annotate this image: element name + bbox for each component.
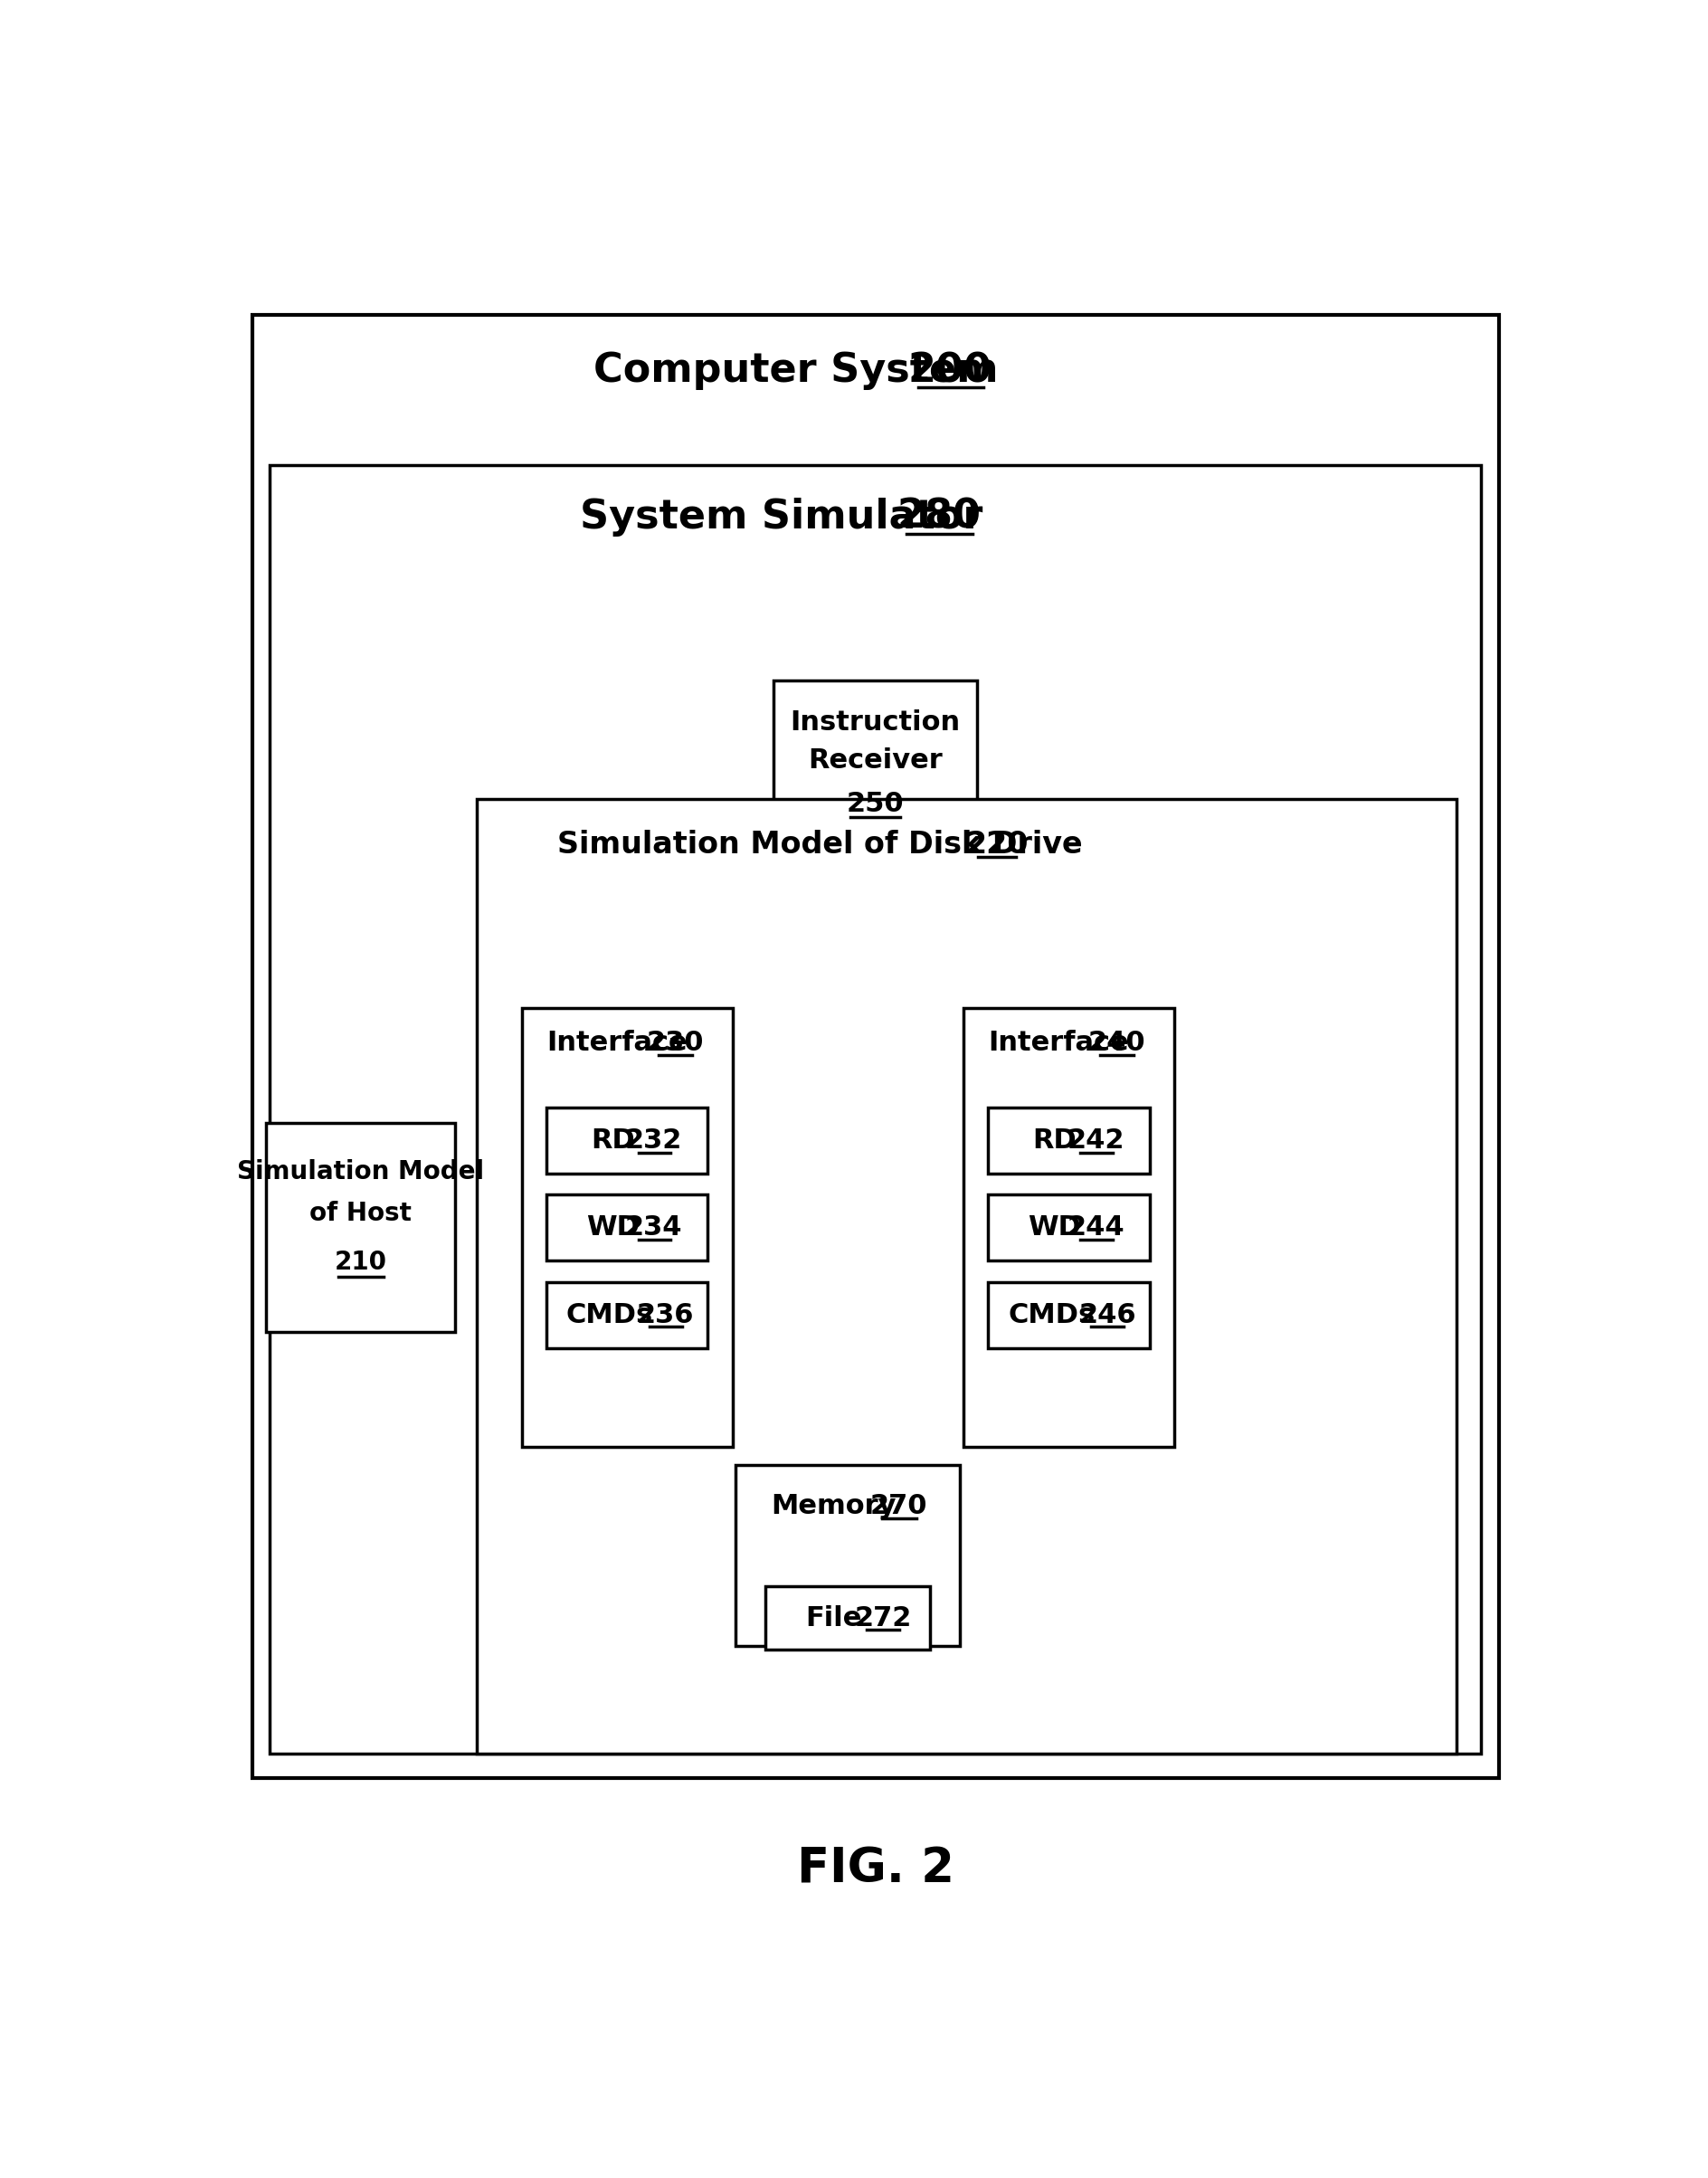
Text: Memory: Memory [772, 1494, 897, 1520]
Bar [736, 1464, 960, 1647]
Text: Simulation Model: Simulation Model [237, 1159, 485, 1185]
Bar [547, 1109, 707, 1174]
Text: 244: 244 [1068, 1215, 1124, 1241]
Text: FIG. 2: FIG. 2 [796, 1845, 955, 1893]
Bar [523, 1008, 733, 1446]
Bar [253, 316, 1498, 1777]
Text: RD: RD [1033, 1128, 1076, 1154]
Bar [270, 464, 1481, 1753]
Text: of Host: of Host [309, 1200, 412, 1226]
Bar [547, 1196, 707, 1261]
Text: 210: 210 [335, 1250, 388, 1276]
Bar [963, 1008, 1173, 1446]
Text: 242: 242 [1068, 1128, 1124, 1154]
Text: 272: 272 [854, 1605, 912, 1631]
Bar [989, 1109, 1149, 1174]
Text: System Simulator: System Simulator [581, 497, 982, 536]
Bar [266, 1124, 456, 1333]
Text: Receiver: Receiver [808, 747, 943, 773]
Text: 230: 230 [646, 1030, 704, 1056]
Text: 220: 220 [965, 830, 1028, 860]
Text: 234: 234 [625, 1215, 683, 1241]
Text: 200: 200 [907, 351, 992, 390]
Text: 280: 280 [897, 497, 980, 536]
Text: 232: 232 [625, 1128, 683, 1154]
Bar [774, 682, 977, 856]
Bar [765, 1586, 931, 1649]
Text: CMDs: CMDs [565, 1302, 652, 1329]
Text: Simulation Model of Disk Drive: Simulation Model of Disk Drive [557, 830, 1083, 860]
Text: CMDs: CMDs [1008, 1302, 1095, 1329]
Bar [477, 799, 1457, 1753]
Bar [547, 1281, 707, 1348]
Text: WD: WD [1028, 1215, 1081, 1241]
Text: 246: 246 [1079, 1302, 1136, 1329]
Text: 236: 236 [637, 1302, 695, 1329]
Text: Instruction: Instruction [791, 710, 960, 736]
Text: 240: 240 [1088, 1030, 1146, 1056]
Text: Interface: Interface [987, 1030, 1129, 1056]
Bar [989, 1196, 1149, 1261]
Text: File: File [806, 1605, 863, 1631]
Text: 250: 250 [847, 791, 904, 817]
Text: 270: 270 [869, 1494, 927, 1520]
Text: Interface: Interface [547, 1030, 687, 1056]
Bar [989, 1281, 1149, 1348]
Text: WD: WD [586, 1215, 640, 1241]
Text: RD: RD [591, 1128, 635, 1154]
Text: Computer System: Computer System [593, 351, 997, 390]
